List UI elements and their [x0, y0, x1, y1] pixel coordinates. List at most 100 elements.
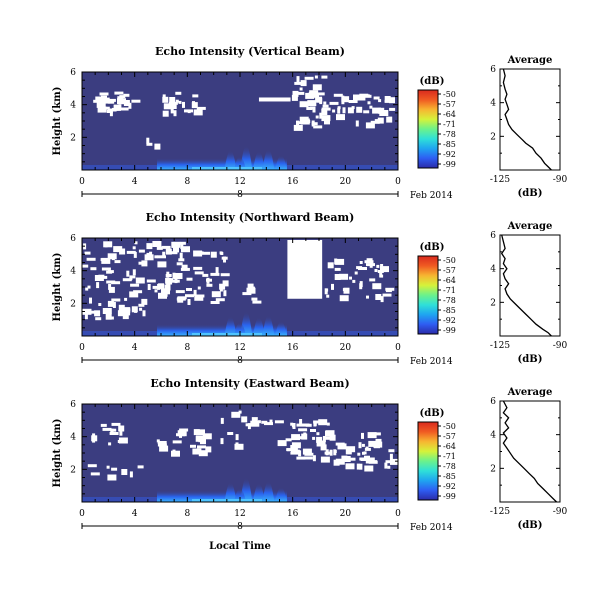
missing-data-cell — [170, 103, 177, 109]
missing-data-cell — [106, 280, 116, 284]
missing-data-cell — [322, 436, 326, 442]
missing-data-cell — [178, 258, 185, 262]
missing-data-cell — [317, 99, 321, 103]
missing-data-cell — [367, 432, 377, 439]
missing-data-cell — [379, 271, 383, 278]
x-tick-label: 8 — [184, 343, 190, 353]
echo-plume — [275, 487, 288, 502]
average-profile: Average 2 4 6 -125 -90 (dB) — [490, 387, 568, 531]
x-tick-label: 0 — [395, 509, 401, 519]
missing-data-cell — [138, 303, 145, 307]
missing-data-cell — [118, 437, 128, 444]
missing-data-cell — [346, 457, 356, 461]
missing-data-cell — [380, 274, 384, 278]
missing-data-cell — [382, 293, 392, 297]
missing-data-cell — [101, 267, 111, 271]
missing-data-cell — [336, 114, 345, 121]
missing-data-cell — [157, 443, 167, 447]
missing-data-cell — [320, 444, 327, 451]
profile-y-tick-label: 6 — [490, 231, 496, 241]
missing-data-cell — [113, 104, 117, 111]
missing-data-cell — [325, 288, 329, 292]
missing-data-cell — [290, 422, 294, 426]
missing-data-cell — [326, 294, 330, 298]
missing-data-cell — [117, 98, 126, 105]
x-tick-label: 0 — [395, 177, 401, 187]
missing-data-cell — [310, 429, 316, 432]
missing-data-cell — [365, 122, 375, 129]
panel-title: Echo Intensity (Northward Beam) — [146, 211, 355, 224]
missing-data-cell — [285, 438, 292, 442]
missing-data-cell — [386, 116, 393, 123]
missing-data-cell — [196, 429, 205, 436]
missing-data-cell — [296, 120, 299, 127]
missing-data-cell — [202, 273, 209, 277]
x-tick-label: 12 — [234, 177, 245, 187]
missing-data-cell — [162, 96, 169, 103]
x-tick-label: 20 — [340, 509, 352, 519]
echo-plume — [252, 483, 265, 502]
missing-data-cell — [384, 99, 394, 103]
missing-data-cell — [356, 463, 360, 470]
missing-data-cell — [82, 264, 89, 268]
missing-data-cell — [341, 455, 348, 462]
missing-data-cell — [124, 308, 131, 312]
missing-data-cell — [333, 459, 340, 466]
missing-data-cell — [380, 296, 384, 303]
missing-data-cell — [162, 251, 166, 258]
missing-data-cell — [322, 104, 329, 108]
missing-data-cell — [324, 451, 331, 455]
missing-data-cell — [118, 425, 125, 432]
y-tick-label: 6 — [70, 234, 76, 244]
missing-data-cell — [186, 288, 192, 291]
missing-data-cell — [291, 434, 301, 441]
missing-data-cell — [375, 294, 382, 300]
missing-data-cell — [92, 439, 96, 443]
missing-data-cell — [100, 423, 107, 427]
date-label: Feb 2014 — [410, 523, 453, 533]
profile-title: Average — [507, 221, 553, 232]
missing-data-cell — [96, 101, 106, 108]
missing-data-cell — [356, 266, 363, 270]
missing-data-cell — [339, 295, 349, 302]
missing-data-cell — [108, 442, 112, 446]
missing-data-cell — [374, 445, 380, 449]
missing-data-cell — [389, 107, 396, 111]
average-profile: Average 2 4 6 -125 -90 (dB) — [490, 55, 568, 199]
panel-title: Echo Intensity (Vertical Beam) — [155, 45, 345, 58]
missing-data-cell — [329, 101, 339, 105]
colorbar — [417, 89, 439, 169]
missing-data-cell — [269, 419, 273, 423]
missing-data-cell — [333, 449, 337, 456]
colorbar-tick-label: -57 — [443, 266, 456, 275]
missing-data-cell — [334, 267, 341, 271]
missing-data-cell — [356, 106, 363, 113]
echo-plume — [252, 317, 265, 336]
missing-data-cell — [113, 246, 123, 253]
missing-data-cell — [313, 125, 323, 129]
missing-data-cell — [219, 288, 223, 292]
missing-data-cell — [193, 289, 197, 296]
missing-data-cell — [106, 98, 116, 102]
missing-data-cell — [141, 298, 148, 305]
missing-data-cell — [152, 241, 162, 247]
missing-data-cell — [315, 95, 319, 102]
missing-data-cell — [335, 258, 345, 265]
missing-data-cell — [389, 453, 393, 460]
missing-data-cell — [264, 422, 273, 426]
missing-data-cell — [90, 472, 100, 476]
missing-data-cell — [91, 435, 98, 442]
colorbar-tick-label: -99 — [443, 492, 456, 501]
missing-data-cell — [111, 254, 115, 261]
missing-data-cell — [326, 422, 330, 426]
missing-data-cell — [307, 100, 317, 107]
echo-plume — [262, 481, 275, 502]
missing-data-cell — [369, 105, 373, 109]
missing-data-cell — [227, 432, 234, 435]
x-tick-label: 4 — [132, 177, 138, 187]
missing-data-cell — [102, 308, 112, 314]
missing-data-cell — [164, 284, 171, 291]
missing-data-cell — [123, 100, 130, 106]
missing-data-cell — [141, 260, 148, 267]
missing-data-cell — [252, 300, 262, 304]
